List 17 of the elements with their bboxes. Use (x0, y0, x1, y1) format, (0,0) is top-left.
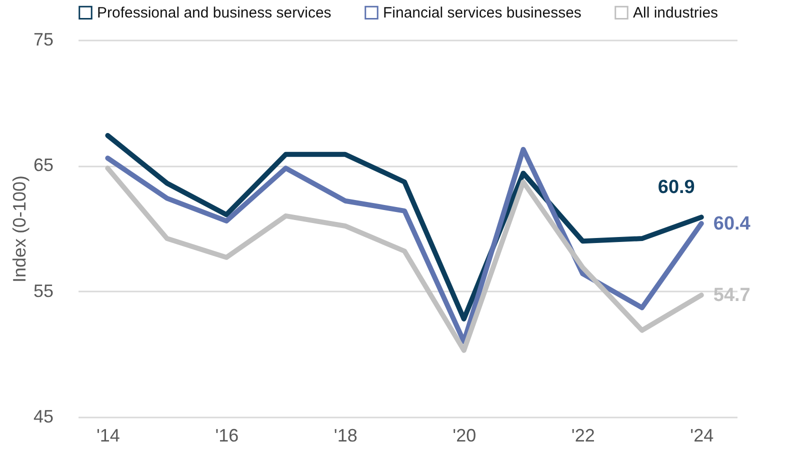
x-tick-label: '18 (334, 426, 358, 446)
x-tick-label: '22 (571, 426, 595, 446)
data-label: 60.4 (713, 213, 751, 234)
x-tick-label: '16 (215, 426, 239, 446)
x-tick-label: '14 (96, 426, 120, 446)
y-tick-label: 45 (33, 406, 54, 426)
x-tick-label: '24 (690, 426, 714, 446)
y-tick-label: 75 (33, 30, 54, 50)
data-label: 60.9 (658, 177, 695, 198)
legend-label: Financial services businesses (383, 4, 582, 22)
y-axis-title: Index (0-100) (9, 175, 30, 283)
y-tick-label: 65 (33, 155, 54, 176)
data-label: 54.7 (713, 285, 750, 306)
legend-label: All industries (633, 4, 718, 22)
y-tick-label: 55 (33, 280, 54, 301)
x-tick-label: '20 (452, 426, 476, 446)
legend-label: Professional and business services (97, 4, 332, 22)
